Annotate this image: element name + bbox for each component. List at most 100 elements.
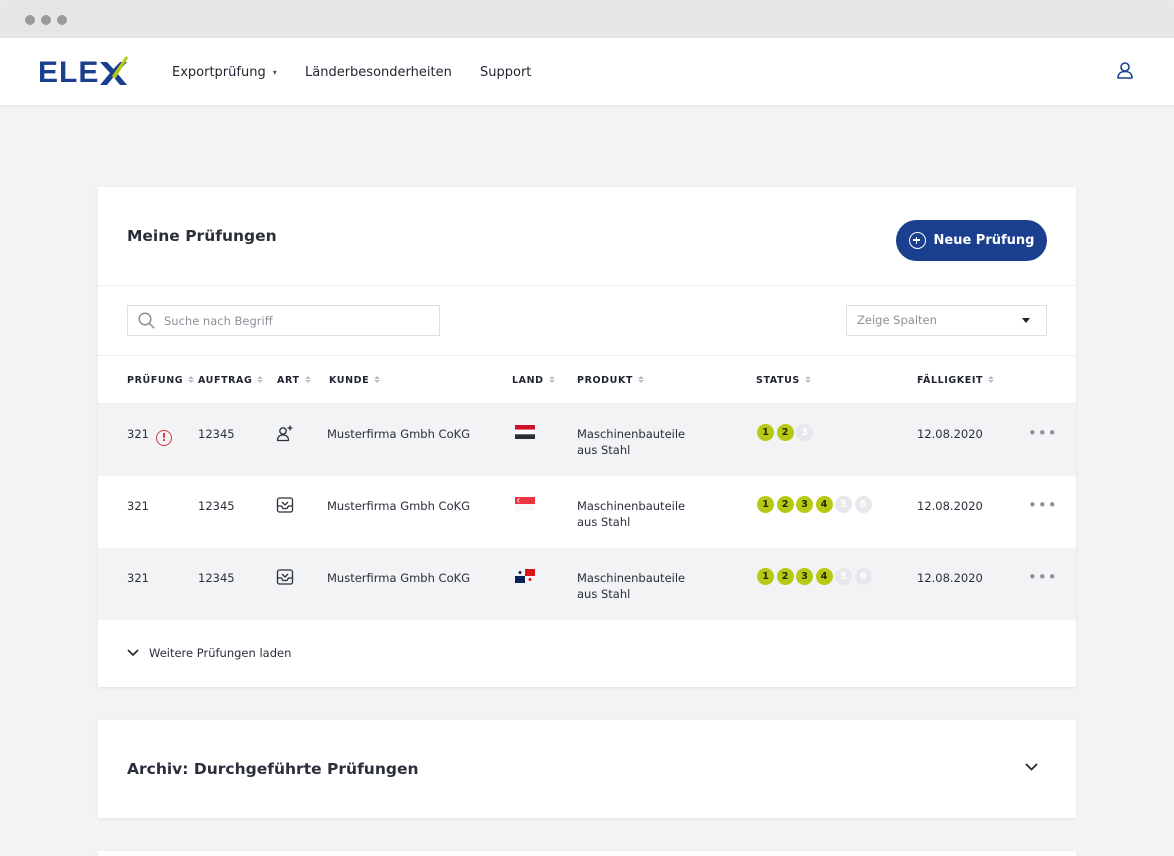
- cell-produkt: Maschinenbauteile aus Stahl: [577, 426, 685, 458]
- status-step-done: 1: [757, 568, 774, 585]
- status-step-done: 3: [796, 568, 813, 585]
- status-step-open: 5: [835, 568, 852, 585]
- nav-laenderbesonderheiten[interactable]: Länderbesonderheiten: [305, 65, 452, 80]
- window-dot: [41, 15, 51, 25]
- inbox-icon: [276, 497, 294, 513]
- cell-pruefung: 321: [127, 499, 149, 513]
- column-header-produkt[interactable]: PRODUKT: [577, 375, 644, 386]
- cell-kunde: Musterfirma Gmbh CoKG: [327, 499, 471, 513]
- more-actions-icon[interactable]: •••: [1028, 568, 1058, 586]
- cell-auftrag: 12345: [198, 427, 235, 441]
- status-step-done: 4: [815, 496, 833, 513]
- produkt-line: aus Stahl: [577, 443, 631, 457]
- column-header-kunde[interactable]: KUNDE: [329, 375, 381, 386]
- status-step-done: 2: [776, 424, 794, 441]
- column-header-auftrag[interactable]: AUFTRAG: [198, 375, 264, 386]
- cell-faelligkeit: 12.08.2020: [917, 571, 983, 585]
- archive-card[interactable]: Archiv: Durchgeführte Prüfungen: [98, 720, 1076, 818]
- chevron-down-icon[interactable]: [1025, 763, 1038, 772]
- status-step-done: 4: [815, 568, 833, 585]
- column-header-pruefung[interactable]: PRÜFUNG: [127, 375, 195, 386]
- column-header-label: LAND: [512, 375, 544, 386]
- cell-pruefung: 321!: [127, 426, 172, 446]
- cell-auftrag: 12345: [198, 571, 235, 585]
- column-header-label: PRODUKT: [577, 375, 633, 386]
- column-header-label: ART: [277, 375, 300, 386]
- cell-auftrag: 12345: [198, 499, 235, 513]
- chevron-down-icon: [127, 649, 139, 656]
- table-header: PRÜFUNG AUFTRAG ART KUNDE LAND PRODUKT S…: [98, 356, 1076, 404]
- columns-select[interactable]: Zeige Spalten: [846, 305, 1047, 336]
- archive-title: Archiv: Durchgeführte Prüfungen: [127, 760, 419, 778]
- next-card: [98, 851, 1076, 856]
- cell-kunde: Musterfirma Gmbh CoKG: [327, 571, 471, 585]
- column-header-faelligkeit[interactable]: FÄLLIGKEIT: [917, 375, 995, 386]
- inbox-icon: [276, 569, 294, 585]
- nav-support[interactable]: Support: [480, 65, 532, 80]
- card-header: Meine Prüfungen Neue Prüfung: [98, 187, 1076, 286]
- my-checks-card: Meine Prüfungen Neue Prüfung Zeige Spalt…: [98, 187, 1076, 687]
- status-step-open: 6: [854, 568, 872, 585]
- new-check-button[interactable]: Neue Prüfung: [896, 220, 1047, 261]
- columns-select-label: Zeige Spalten: [857, 313, 937, 327]
- caret-down-icon: [1022, 318, 1030, 323]
- flag-singapore-icon: [515, 497, 535, 511]
- search-box[interactable]: [127, 305, 440, 336]
- status-steps: 1 2 3 4 5 6: [757, 496, 874, 513]
- warning-icon[interactable]: !: [155, 430, 172, 446]
- sort-icon: [548, 375, 555, 384]
- produkt-line: aus Stahl: [577, 587, 631, 601]
- sort-icon: [638, 375, 644, 384]
- column-header-art[interactable]: ART: [277, 375, 311, 386]
- column-header-label: STATUS: [756, 375, 800, 386]
- cell-produkt: Maschinenbauteile aus Stahl: [577, 570, 685, 602]
- status-steps: 1 2 3 4 5 6: [757, 568, 874, 585]
- pruefung-number: 321: [127, 427, 149, 441]
- nav-exportpruefung[interactable]: Exportprüfung ▾: [172, 65, 277, 80]
- user-icon[interactable]: [1116, 61, 1134, 79]
- cell-kunde: Musterfirma Gmbh CoKG: [327, 427, 471, 441]
- search-input[interactable]: [164, 313, 424, 328]
- table-row[interactable]: 321 12345 Musterfirma Gmbh CoKG Maschine…: [98, 476, 1076, 548]
- more-actions-icon[interactable]: •••: [1028, 424, 1058, 442]
- more-actions-icon[interactable]: •••: [1028, 496, 1058, 514]
- status-step-open: 5: [835, 496, 852, 513]
- elex-logo[interactable]: ELE: [38, 54, 128, 86]
- status-steps: 1 2 3: [757, 424, 816, 441]
- cell-produkt: Maschinenbauteile aus Stahl: [577, 498, 685, 530]
- load-more-button[interactable]: Weitere Prüfungen laden: [127, 646, 291, 660]
- sort-icon: [188, 375, 195, 384]
- status-step-done: 2: [776, 568, 794, 585]
- status-step-done: 3: [796, 496, 813, 513]
- column-header-label: FÄLLIGKEIT: [917, 375, 984, 386]
- filter-row: Zeige Spalten: [98, 286, 1076, 356]
- column-header-label: AUFTRAG: [198, 375, 253, 386]
- produkt-line: Maschinenbauteile: [577, 499, 686, 513]
- sort-icon: [374, 375, 381, 384]
- produkt-line: aus Stahl: [577, 515, 631, 529]
- status-step-done: 2: [776, 496, 794, 513]
- new-check-button-label: Neue Prüfung: [933, 233, 1035, 248]
- search-icon: [138, 312, 155, 329]
- status-step-done: 1: [757, 424, 774, 441]
- table-row[interactable]: 321! 12345 Musterfirma Gmbh CoKG Maschin…: [98, 404, 1076, 476]
- status-step-done: 1: [757, 496, 774, 513]
- status-step-open: 3: [796, 424, 813, 441]
- flag-panama-icon: [515, 569, 535, 583]
- sort-icon: [304, 375, 311, 384]
- sort-icon: [804, 375, 811, 384]
- sort-icon: [257, 375, 264, 384]
- sort-icon: [988, 375, 995, 384]
- cell-pruefung: 321: [127, 571, 149, 585]
- window-dot: [57, 15, 67, 25]
- nav-exportpruefung-label: Exportprüfung: [172, 65, 266, 80]
- produkt-line: Maschinenbauteile: [577, 571, 686, 585]
- column-header-status[interactable]: STATUS: [756, 375, 811, 386]
- top-navigation: ELE Exportprüfung ▾ Länderbesonderheiten …: [0, 38, 1174, 105]
- chevron-down-icon: ▾: [272, 68, 277, 77]
- produkt-line: Maschinenbauteile: [577, 427, 686, 441]
- table-row[interactable]: 321 12345 Musterfirma Gmbh CoKG Maschine…: [98, 548, 1076, 620]
- column-header-land[interactable]: LAND: [512, 375, 555, 386]
- cell-faelligkeit: 12.08.2020: [917, 499, 983, 513]
